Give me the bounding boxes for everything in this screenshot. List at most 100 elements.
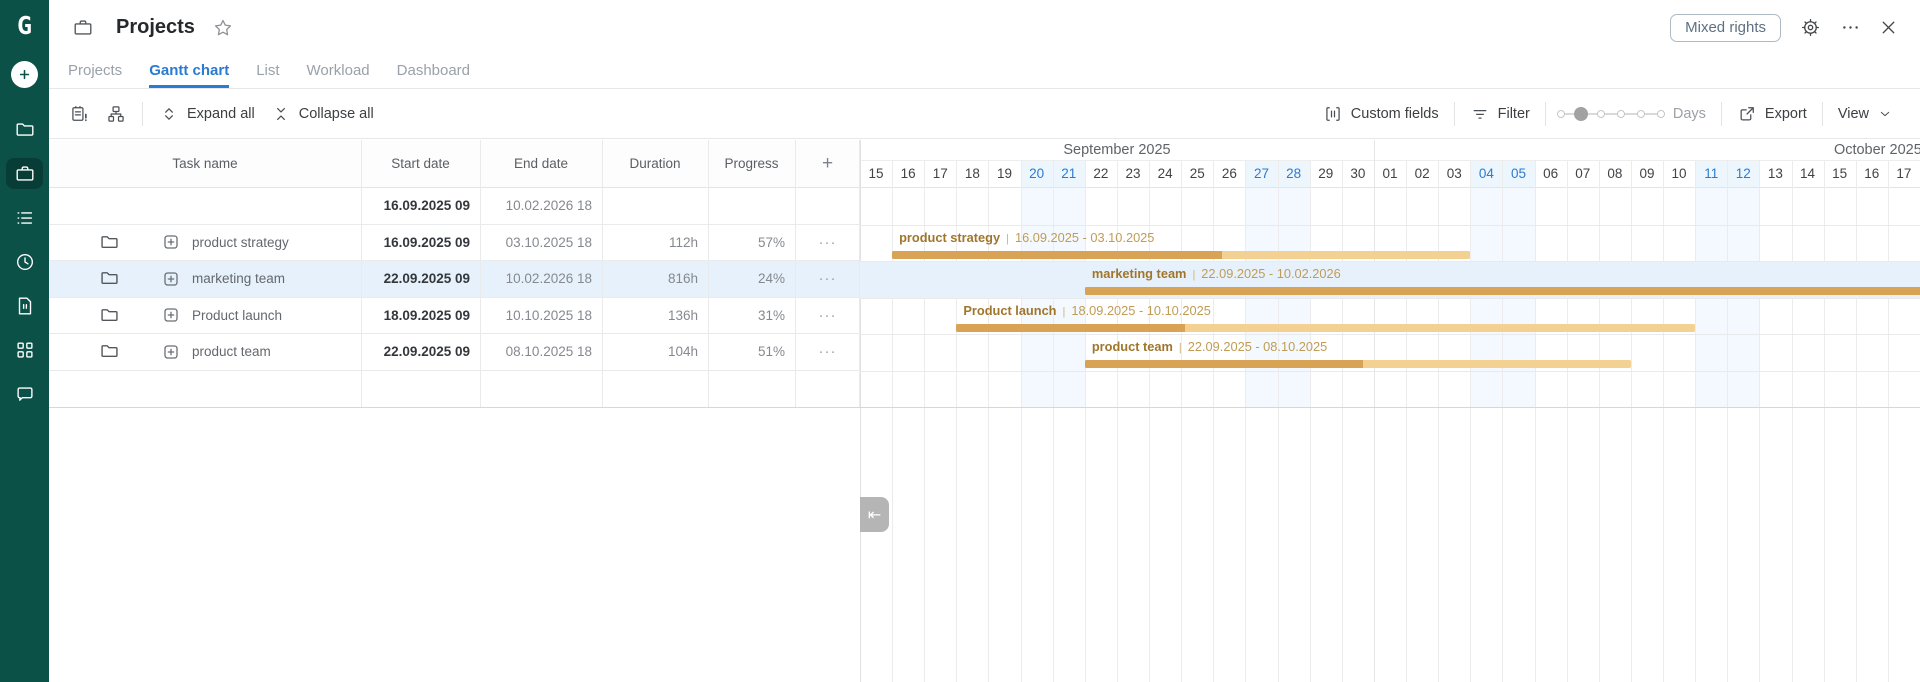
title-actions: Mixed rights bbox=[1670, 0, 1920, 55]
view-button[interactable]: View bbox=[1838, 106, 1893, 122]
star-icon[interactable] bbox=[212, 17, 234, 39]
task-note-icon[interactable] bbox=[70, 104, 90, 124]
cell-start-date[interactable]: 18.09.2025 09 bbox=[383, 307, 470, 323]
tab-projects[interactable]: Projects bbox=[68, 62, 123, 79]
tab-dashboard[interactable]: Dashboard bbox=[396, 62, 471, 79]
cell-end-date[interactable]: 10.10.2025 18 bbox=[505, 307, 592, 323]
ellipsis-icon[interactable] bbox=[1840, 17, 1861, 38]
sidebar-nav bbox=[0, 114, 49, 422]
cell-task-name[interactable]: product team bbox=[49, 334, 361, 370]
cell-task-name[interactable]: Product launch bbox=[49, 298, 361, 334]
gear-icon[interactable] bbox=[1800, 17, 1821, 38]
cell-end-date[interactable]: 08.10.2025 18 bbox=[505, 344, 592, 360]
gantt-row-border bbox=[860, 224, 1920, 226]
row-menu-button[interactable]: ··· bbox=[818, 343, 837, 361]
cell-duration[interactable]: 104h bbox=[667, 344, 698, 360]
zoom-slider-dot[interactable] bbox=[1596, 110, 1605, 118]
close-icon[interactable] bbox=[1878, 17, 1899, 38]
cell-duration[interactable]: 112h bbox=[668, 234, 698, 250]
zoom-slider-dot[interactable] bbox=[1636, 110, 1645, 118]
bar-label-separator: | bbox=[1192, 269, 1196, 281]
tab-gantt-chart[interactable]: Gantt chart bbox=[149, 55, 230, 88]
cell-progress[interactable]: 31% bbox=[757, 307, 785, 323]
cell-duration[interactable]: 816h bbox=[667, 271, 698, 287]
gantt-gridline bbox=[1245, 161, 1247, 682]
gantt-gridline bbox=[1823, 161, 1825, 682]
zoom-slider-dot[interactable] bbox=[1616, 110, 1625, 118]
row-menu-button[interactable]: ··· bbox=[818, 233, 837, 251]
sidebar-item-reports[interactable] bbox=[6, 290, 43, 321]
custom-fields-button[interactable]: Custom fields bbox=[1323, 104, 1439, 124]
expand-task-button[interactable] bbox=[164, 235, 178, 249]
timeline-zoom-slider[interactable]: Days bbox=[1556, 106, 1706, 122]
cell-start-date[interactable]: 22.09.2025 09 bbox=[383, 344, 470, 360]
gantt-gridline bbox=[1149, 161, 1151, 682]
task-name-label: Product launch bbox=[192, 307, 283, 323]
cell-progress[interactable]: 57% bbox=[757, 234, 785, 250]
export-button[interactable]: Export bbox=[1737, 104, 1807, 124]
gantt-bar[interactable] bbox=[956, 323, 1696, 332]
column-header-task-name[interactable]: Task name bbox=[172, 156, 238, 171]
expand-task-button[interactable] bbox=[164, 345, 178, 359]
tab-list[interactable]: List bbox=[256, 62, 280, 79]
tab-workload[interactable]: Workload bbox=[306, 62, 370, 79]
toolbar-divider bbox=[1720, 102, 1722, 126]
cell-task-name[interactable]: product strategy bbox=[49, 225, 361, 261]
cell-progress[interactable]: 51% bbox=[757, 344, 785, 360]
scroll-to-tasks-button[interactable]: ⇤ bbox=[860, 497, 889, 532]
gantt-gridline bbox=[1727, 161, 1729, 682]
gantt-bar[interactable] bbox=[892, 250, 1471, 259]
cell-start-date[interactable]: 22.09.2025 09 bbox=[383, 271, 470, 287]
sidebar-item-apps[interactable] bbox=[6, 334, 43, 365]
collapse-all-button[interactable]: Collapse all bbox=[271, 104, 374, 124]
filter-button[interactable]: Filter bbox=[1470, 104, 1530, 124]
hierarchy-icon[interactable] bbox=[106, 104, 126, 124]
sidebar-item-folder[interactable] bbox=[6, 114, 43, 145]
day-header-cell: 08 bbox=[1607, 166, 1623, 181]
sidebar-item-comments[interactable] bbox=[6, 378, 43, 409]
cell-start-date[interactable]: 16.09.2025 09 bbox=[383, 198, 470, 214]
cell-start-date[interactable]: 16.09.2025 09 bbox=[383, 234, 470, 250]
gantt-bar-progress bbox=[892, 250, 1222, 259]
sidebar-item-projects[interactable] bbox=[6, 158, 43, 189]
cell-duration[interactable] bbox=[602, 188, 708, 224]
expand-task-button[interactable] bbox=[164, 272, 178, 286]
table-row[interactable]: Product launch 18.09.2025 09 10.10.2025 18… bbox=[49, 298, 860, 334]
column-header-progress[interactable]: Progress bbox=[724, 156, 779, 171]
table-row[interactable]: product team 22.09.2025 09 08.10.2025 18 10… bbox=[49, 334, 860, 371]
zoom-slider-dot[interactable] bbox=[1656, 110, 1665, 118]
zoom-slider-track[interactable] bbox=[1556, 107, 1665, 121]
gantt-bar[interactable] bbox=[1084, 360, 1631, 368]
table-row[interactable]: product strategy 16.09.2025 09 03.10.2025 … bbox=[49, 225, 860, 261]
cell-end-date[interactable]: 10.02.2026 18 bbox=[505, 271, 592, 287]
row-menu-button bbox=[795, 188, 860, 224]
grid-column-border bbox=[708, 140, 709, 407]
cell-end-date[interactable]: 10.02.2026 18 bbox=[505, 198, 592, 214]
sidebar-item-list[interactable] bbox=[6, 202, 43, 233]
row-menu-button[interactable]: ··· bbox=[818, 306, 837, 324]
expand-task-button[interactable] bbox=[164, 308, 178, 322]
day-header-cell: 29 bbox=[1318, 166, 1334, 181]
expand-all-button[interactable]: Expand all bbox=[159, 104, 255, 124]
column-header-start-date[interactable]: Start date bbox=[391, 156, 450, 171]
table-row[interactable]: 16.09.2025 09 10.02.2026 18 bbox=[49, 188, 860, 225]
row-menu-button[interactable]: ··· bbox=[818, 270, 837, 288]
gantt-bar[interactable] bbox=[1084, 287, 1920, 295]
app-logo[interactable]: G bbox=[16, 10, 33, 40]
collapse-all-icon bbox=[271, 104, 291, 124]
column-header-end-date[interactable]: End date bbox=[513, 156, 569, 171]
rights-button[interactable]: Mixed rights bbox=[1670, 13, 1781, 42]
column-header-duration[interactable]: Duration bbox=[629, 156, 681, 171]
cell-progress[interactable] bbox=[708, 188, 795, 224]
cell-end-date[interactable]: 03.10.2025 18 bbox=[505, 234, 592, 250]
cell-progress[interactable]: 24% bbox=[757, 271, 785, 287]
cell-task-name[interactable]: marketing team bbox=[49, 261, 361, 297]
cell-duration[interactable]: 136h bbox=[667, 307, 698, 323]
sidebar-item-history[interactable] bbox=[6, 246, 43, 277]
add-column-button[interactable]: + bbox=[821, 152, 834, 174]
zoom-slider-dot[interactable] bbox=[1556, 110, 1565, 118]
zoom-slider-dot[interactable] bbox=[1573, 107, 1588, 121]
table-row[interactable]: marketing team 22.09.2025 09 10.02.2026 18… bbox=[49, 261, 860, 298]
gantt-gridline bbox=[1663, 161, 1665, 682]
add-button[interactable] bbox=[11, 61, 38, 88]
